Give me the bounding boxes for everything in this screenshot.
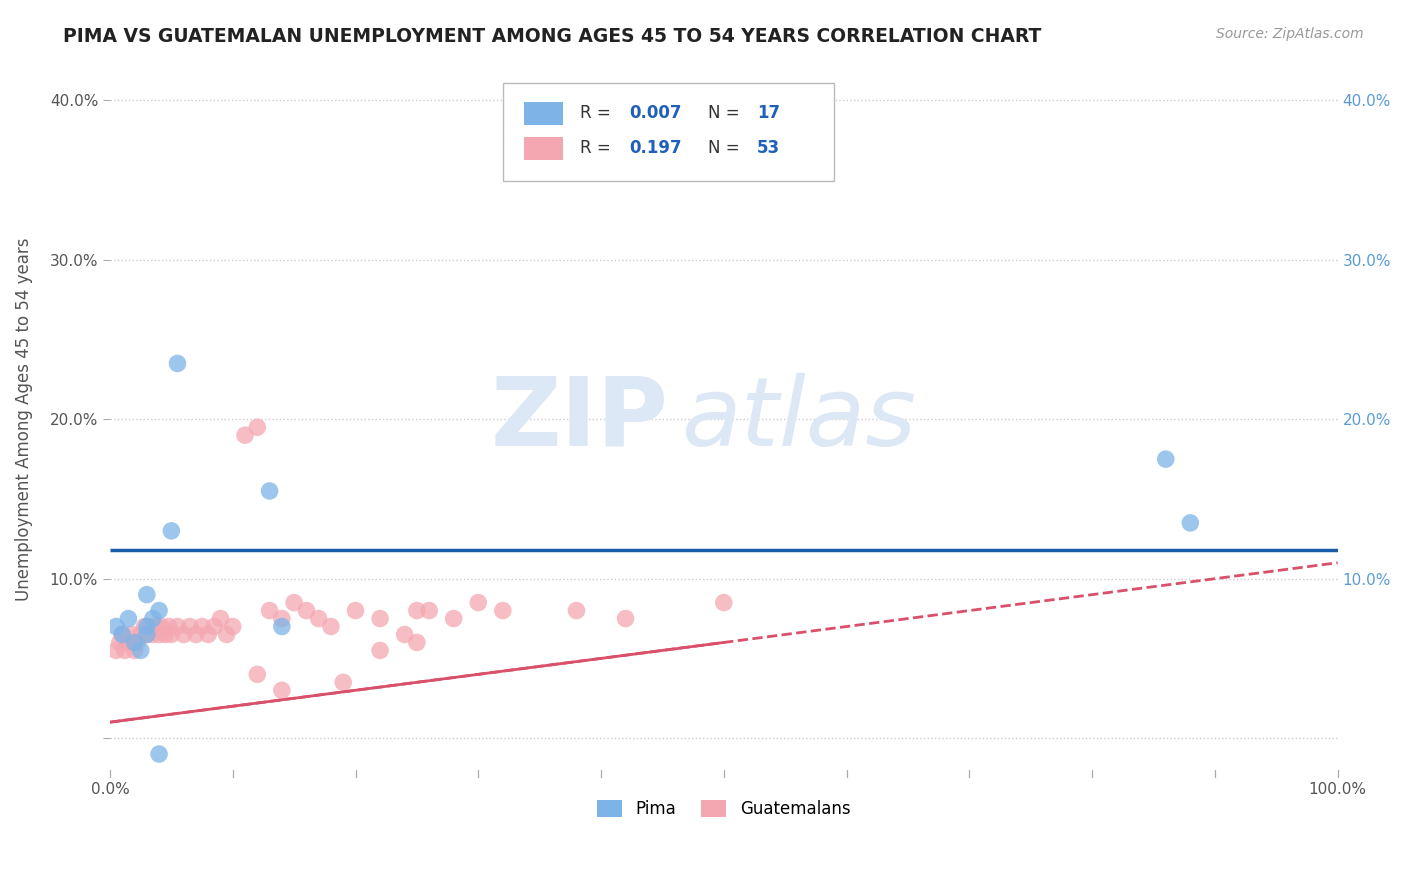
Point [129, 643, 152, 657]
Text: R =: R = [581, 139, 621, 157]
Y-axis label: Unemployment Among Ages 45 to 54 years: Unemployment Among Ages 45 to 54 years [15, 237, 32, 601]
Point [259, 603, 281, 617]
Point [105, 643, 128, 657]
Point [114, 643, 136, 657]
Point [565, 603, 588, 617]
Point [270, 611, 292, 625]
Point [394, 627, 416, 641]
Point [179, 619, 201, 633]
Point [166, 619, 188, 633]
Text: 17: 17 [756, 103, 780, 121]
Point [148, 627, 170, 641]
Point [344, 603, 367, 617]
Point [197, 627, 219, 641]
Point [124, 643, 146, 657]
Point [319, 619, 342, 633]
Point [308, 611, 330, 625]
Text: PIMA VS GUATEMALAN UNEMPLOYMENT AMONG AGES 45 TO 54 YEARS CORRELATION CHART: PIMA VS GUATEMALAN UNEMPLOYMENT AMONG AG… [63, 27, 1042, 45]
Point [283, 596, 305, 610]
Point [202, 619, 225, 633]
Point [467, 596, 489, 610]
Point [160, 627, 183, 641]
Point [135, 627, 157, 641]
Text: 53: 53 [756, 139, 780, 157]
Point [191, 619, 214, 633]
Point [121, 627, 143, 641]
Point [142, 611, 165, 625]
Point [614, 611, 637, 625]
Point [246, 420, 269, 434]
Point [233, 428, 256, 442]
Point [125, 635, 148, 649]
Point [713, 596, 735, 610]
Text: 0.007: 0.007 [630, 103, 682, 121]
Point [295, 603, 318, 617]
Point [111, 627, 134, 641]
Text: ZIP: ZIP [491, 373, 669, 466]
Point [222, 619, 245, 633]
Point [155, 627, 177, 641]
Point [148, 603, 170, 617]
FancyBboxPatch shape [523, 103, 562, 125]
Point [246, 667, 269, 681]
Point [173, 627, 195, 641]
Point [145, 619, 167, 633]
Point [332, 675, 354, 690]
Point [150, 619, 173, 633]
Point [209, 611, 232, 625]
Point [138, 619, 160, 633]
Point [368, 643, 391, 657]
Point [270, 683, 292, 698]
Point [134, 619, 156, 633]
Point [135, 588, 157, 602]
Text: 0.197: 0.197 [630, 139, 682, 157]
Point [135, 619, 157, 633]
Point [111, 627, 134, 641]
Point [406, 603, 429, 617]
Point [108, 635, 131, 649]
Point [157, 619, 180, 633]
Point [160, 524, 183, 538]
Text: Source: ZipAtlas.com: Source: ZipAtlas.com [1216, 27, 1364, 41]
Text: N =: N = [707, 103, 745, 121]
Point [270, 619, 292, 633]
FancyBboxPatch shape [523, 137, 562, 160]
Legend: Pima, Guatemalans: Pima, Guatemalans [591, 793, 858, 825]
Point [368, 611, 391, 625]
FancyBboxPatch shape [503, 83, 834, 181]
Point [129, 627, 152, 641]
Point [492, 603, 515, 617]
Point [148, 747, 170, 761]
Point [105, 619, 128, 633]
Text: R =: R = [581, 103, 616, 121]
Point [117, 611, 139, 625]
Point [215, 627, 238, 641]
Point [1180, 516, 1202, 530]
Point [184, 627, 207, 641]
Point [1154, 452, 1177, 467]
Point [443, 611, 465, 625]
Point [259, 483, 281, 498]
Point [124, 635, 146, 649]
Point [117, 635, 139, 649]
Text: atlas: atlas [681, 373, 915, 466]
Point [406, 635, 429, 649]
Text: N =: N = [707, 139, 745, 157]
Point [142, 627, 165, 641]
Point [135, 627, 157, 641]
Point [418, 603, 440, 617]
Point [166, 356, 188, 370]
